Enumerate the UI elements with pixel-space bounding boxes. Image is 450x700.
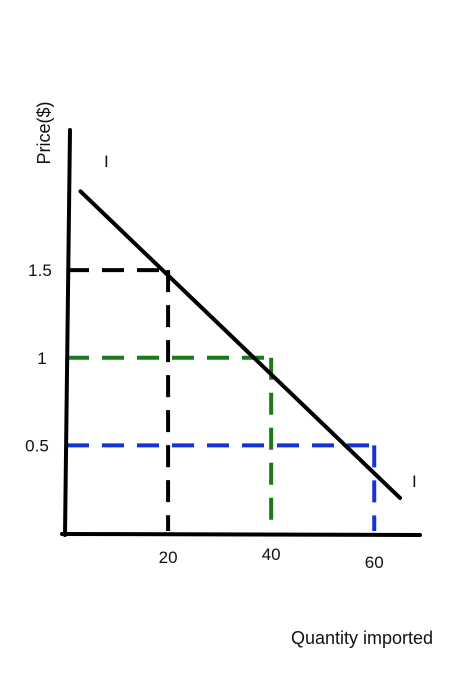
x-axis-label: Quantity imported [291,628,433,648]
x-tick-label-20: 20 [159,548,178,567]
y-tick-label-0-5: 0.5 [25,436,49,455]
x-tick-label-60: 60 [365,553,384,572]
y-tick-label-1: 1 [37,349,46,368]
x-tick-label-40: 40 [262,545,281,564]
curve-label-start: I [104,152,109,171]
y-tick-label-1-5: 1.5 [28,261,52,280]
x-axis [60,532,422,537]
curve-label-end: I [412,472,417,491]
y-axis [63,128,72,537]
import-demand-curve [78,189,402,500]
y-axis-label: Price($) [34,101,54,164]
reference-lines [67,268,377,531]
